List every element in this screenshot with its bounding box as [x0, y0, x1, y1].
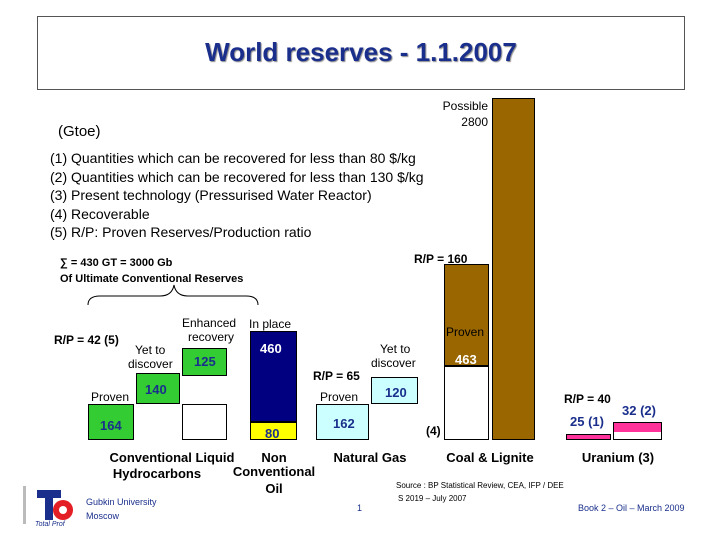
liquid-yet-label-2: discover: [128, 357, 173, 371]
logo-text: Total Prof: [35, 521, 65, 528]
category-nonconv-line3: Oil: [265, 481, 283, 496]
bar-uranium-25: [566, 434, 611, 440]
notes-list: (1) Quantities which can be recovered fo…: [50, 149, 424, 242]
coal-proven-label: Proven: [446, 325, 485, 339]
bar-uranium-32: [613, 422, 662, 440]
note-1: (1) Quantities which can be recovered fo…: [50, 150, 416, 166]
category-coal: Coal & Lignite: [446, 450, 534, 465]
source-line-1: Source : BP Statistical Review, CEA, IFP…: [396, 481, 564, 490]
logo: Total Prof: [35, 488, 77, 532]
bar-gas-yet-to-discover: [371, 377, 418, 404]
book-ref: Book 2 – Oil – March 2009: [578, 503, 685, 513]
bar-nonconv-in-place: [250, 331, 297, 422]
coal-proven-value: 463: [455, 352, 477, 367]
unit-label: (Gtoe): [58, 123, 101, 140]
liquid-yet-value: 140: [145, 382, 167, 397]
category-nonconv-line2: Conventional: [232, 464, 316, 479]
page-number: 1: [357, 503, 363, 513]
gas-proven-label: Proven: [320, 390, 359, 404]
liquid-proven-label: Proven: [91, 390, 130, 404]
logo-mark: [37, 490, 73, 520]
coal-recoverable-label: (4): [426, 424, 441, 438]
bar-liquid-proven: [88, 404, 134, 440]
liquid-yet-label-1: Yet to: [135, 343, 166, 357]
gas-yet-value: 120: [385, 385, 407, 400]
coal-possible-label-1: Possible: [442, 99, 488, 113]
ultimate-sum: ∑ = 430 GT = 3000 Gb: [60, 257, 173, 269]
rp-gas: R/P = 65: [313, 369, 360, 383]
coal-possible-label-2: 2800: [461, 115, 488, 129]
liquid-enhanced-label-2: recovery: [188, 330, 235, 344]
nonconv-inplace-label: In place: [249, 317, 292, 331]
source-line-2: S 2019 – July 2007: [398, 494, 467, 503]
category-liquid-line2: Hydrocarbons: [112, 466, 202, 481]
bar-gas-proven: [316, 404, 369, 440]
ultimate-caption: Of Ultimate Conventional Reserves: [60, 273, 244, 285]
note-2: (2) Quantities which can be recovered fo…: [50, 168, 424, 185]
rp-coal: R/P = 160: [414, 252, 468, 266]
nonconv-inplace-value: 460: [260, 341, 282, 356]
category-gas: Natural Gas: [333, 450, 407, 465]
rp-uranium: R/P = 40: [564, 392, 611, 406]
bar-liquid-enhanced-base: [182, 404, 227, 440]
bar-liquid-enhanced-recovery: [182, 348, 227, 376]
note-5: (5) R/P: Proven Reserves/Production rati…: [50, 224, 312, 241]
gas-yet-label-2: discover: [371, 356, 416, 370]
rp-liquid: R/P = 42 (5): [54, 333, 119, 347]
gas-yet-label-1: Yet to: [380, 342, 411, 356]
uranium-low-value: 25 (1): [570, 414, 604, 429]
bar-coal-proven: [444, 264, 489, 366]
liquid-enhanced-label-1: Enhanced: [182, 316, 237, 330]
liquid-proven-value: 164: [100, 418, 122, 433]
liquid-enhanced-value: 125: [194, 354, 216, 369]
category-nonconv-line1: Non: [261, 450, 287, 465]
note-4: (4) Recoverable: [50, 205, 150, 222]
category-liquid-line1: Conventional Liquid: [109, 450, 235, 465]
vertical-stamp: [20, 486, 30, 524]
bar-coal-possible: [492, 98, 535, 440]
bar-coal-recoverable: [444, 366, 489, 440]
university-line-1: Gubkin University: [86, 497, 157, 507]
gas-proven-value: 162: [333, 416, 355, 431]
nonconv-rec-value: 80: [265, 426, 280, 441]
title-box: World reserves - 1.1.2007: [37, 16, 685, 90]
bar-nonconv-recoverable: [250, 422, 297, 440]
uranium-high-value: 32 (2): [622, 403, 656, 418]
chart-title: World reserves - 1.1.2007: [205, 37, 517, 67]
category-uranium: Uranium (3): [581, 450, 655, 465]
note-3: (3) Present technology (Pressurised Wate…: [50, 187, 372, 204]
bar-liquid-yet-to-discover: [136, 373, 180, 404]
university-line-2: Moscow: [86, 511, 120, 521]
